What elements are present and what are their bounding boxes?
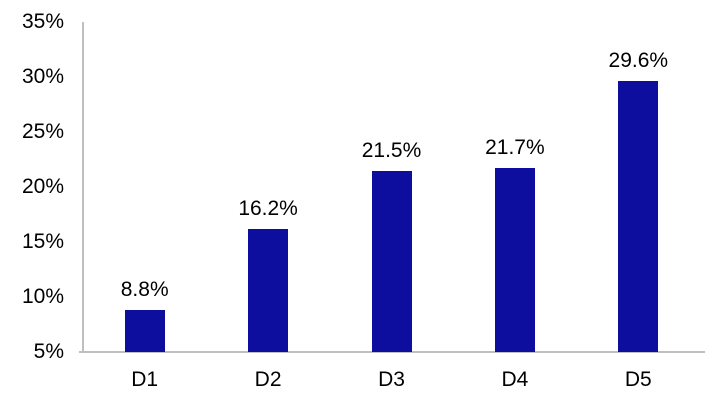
x-category-label: D4 (501, 368, 529, 391)
x-category-label: D5 (624, 368, 652, 391)
bar (618, 81, 659, 352)
x-category-label: D1 (131, 368, 159, 391)
x-category-label: D2 (254, 368, 282, 391)
y-tick-label: 30% (21, 65, 64, 88)
y-tick-label: 35% (21, 10, 64, 33)
bar (494, 168, 535, 352)
y-axis-line (82, 22, 84, 352)
bar (248, 228, 289, 352)
bar-value-label: 21.7% (485, 136, 545, 160)
x-category-label: D3 (378, 368, 405, 391)
y-tick-label: 5% (33, 340, 64, 363)
y-tick-label: 20% (21, 175, 64, 198)
bar (371, 170, 412, 352)
bar-value-label: 29.6% (608, 49, 669, 73)
bar-value-label: 21.5% (361, 138, 422, 162)
y-tick-label: 15% (21, 230, 64, 253)
bar-value-label: 8.8% (120, 278, 169, 302)
y-tick-label: 25% (21, 120, 64, 143)
y-tick-label: 10% (21, 285, 64, 308)
bar-value-label: 16.2% (238, 196, 298, 220)
bar (124, 310, 165, 352)
